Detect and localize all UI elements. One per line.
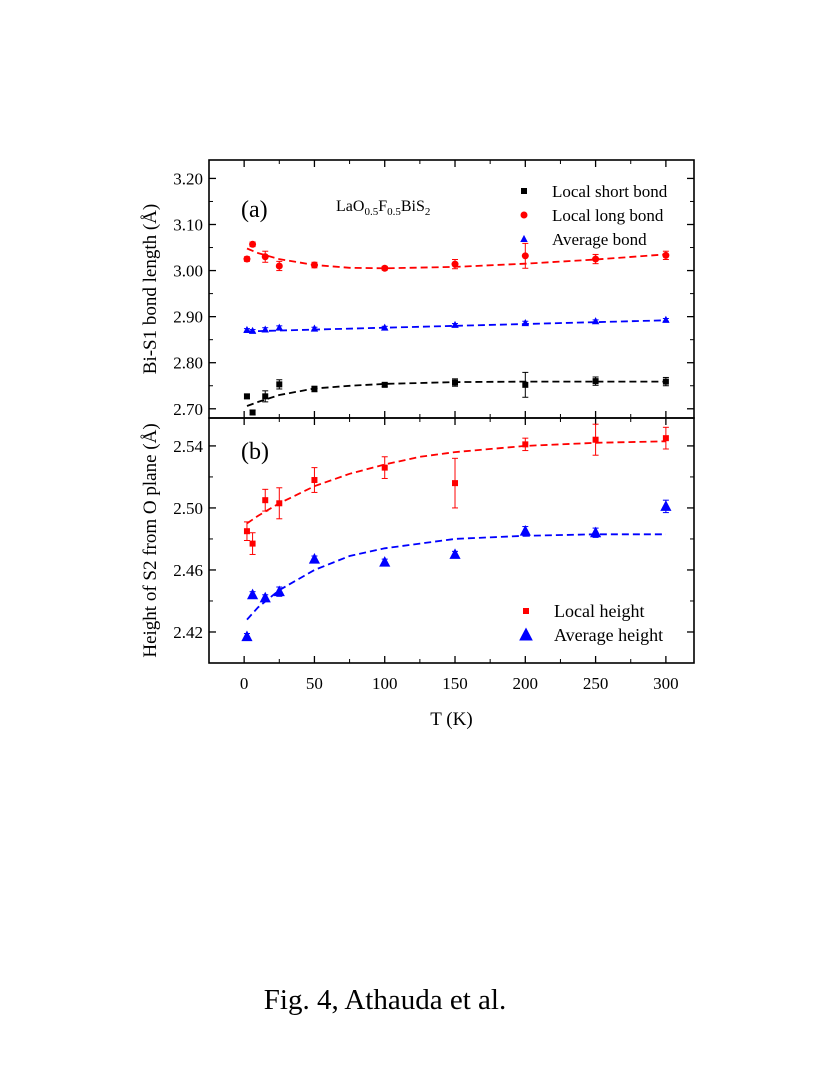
legend-marker xyxy=(519,627,533,641)
y-axis-label: Bi-S1 bond length (Å) xyxy=(140,204,161,374)
fit-curve xyxy=(246,247,666,270)
data-point xyxy=(275,262,283,270)
data-point xyxy=(248,326,257,334)
data-point xyxy=(246,588,259,600)
y-tick-label: 3.00 xyxy=(173,262,203,281)
data-point xyxy=(662,378,669,385)
data-point xyxy=(308,552,321,564)
legend-label: Average height xyxy=(554,625,663,645)
series-average-height xyxy=(241,499,672,642)
data-point xyxy=(522,381,529,388)
data-point xyxy=(275,323,284,331)
x-axis-label: T (K) xyxy=(430,709,472,730)
panel-label: (b) xyxy=(241,439,269,465)
data-point xyxy=(451,260,459,268)
data-point xyxy=(276,500,283,507)
data-point xyxy=(522,441,529,448)
data-point xyxy=(662,251,670,259)
data-point xyxy=(379,556,391,567)
legend: Local height Average height xyxy=(519,601,663,645)
data-point xyxy=(249,409,256,416)
data-point xyxy=(381,381,388,388)
y-tick-label: 3.20 xyxy=(173,169,203,188)
panel-b: 2.42 2.46 2.50 2.54 0 50 100 150 200 250 300 T (K) H… xyxy=(140,417,695,730)
data-point xyxy=(519,525,531,536)
data-point xyxy=(273,585,285,597)
data-point xyxy=(262,393,269,400)
series-local-long-bond xyxy=(243,240,670,272)
data-point xyxy=(311,477,318,484)
data-point xyxy=(311,385,318,392)
x-tick-label: 50 xyxy=(306,674,323,693)
data-point xyxy=(451,320,459,328)
y-tick-label: 2.42 xyxy=(173,623,203,642)
x-tick-label: 300 xyxy=(653,674,679,693)
data-point xyxy=(521,319,530,327)
data-point xyxy=(660,500,672,511)
data-point xyxy=(449,548,461,559)
panel-a: 2.70 2.80 2.90 3.00 3.10 3.20 Bi-S1 bond lengt… xyxy=(140,159,695,419)
data-point xyxy=(521,252,529,260)
data-point xyxy=(592,255,600,263)
data-point xyxy=(662,315,670,323)
data-point xyxy=(591,317,600,325)
data-point xyxy=(241,630,253,642)
data-point xyxy=(381,464,388,471)
y-tick-label: 2.46 xyxy=(173,561,203,580)
data-point xyxy=(243,255,251,263)
data-point xyxy=(243,528,250,535)
x-tick-label: 150 xyxy=(442,674,468,693)
fit-curve xyxy=(246,380,666,407)
x-tick-label: 200 xyxy=(513,674,539,693)
legend-marker xyxy=(523,608,529,614)
data-point xyxy=(259,591,271,603)
data-point xyxy=(590,526,602,538)
data-point xyxy=(662,435,669,442)
y-tick-label: 2.80 xyxy=(173,354,203,373)
data-point xyxy=(381,323,389,331)
legend-label: Local height xyxy=(554,601,644,621)
data-point xyxy=(249,240,257,248)
series-local-short-bond xyxy=(243,371,669,416)
y-tick-label: 2.50 xyxy=(173,499,203,518)
figure-caption: Fig. 4, Athauda et al. xyxy=(263,984,507,1016)
y-tick-label: 2.90 xyxy=(173,308,203,327)
data-point xyxy=(261,253,269,261)
fit-curve xyxy=(246,533,666,621)
legend-marker xyxy=(520,234,528,242)
data-point xyxy=(310,261,318,269)
data-point xyxy=(262,497,269,504)
data-point xyxy=(381,264,389,272)
data-point xyxy=(243,393,250,400)
data-point xyxy=(276,381,283,388)
data-point xyxy=(249,540,256,547)
x-tick-label: 100 xyxy=(372,674,398,693)
data-point xyxy=(261,325,269,333)
legend: Local short bond Local long bond Average b… xyxy=(520,182,668,249)
data-point xyxy=(452,480,459,487)
legend-marker xyxy=(520,211,528,219)
plot-frame xyxy=(208,417,695,664)
legend-marker xyxy=(521,188,527,194)
y-tick-label: 2.54 xyxy=(173,437,203,456)
data-point xyxy=(310,324,319,332)
x-tick-label: 250 xyxy=(583,674,609,693)
series-average-bond xyxy=(243,315,670,334)
legend-label: Local long bond xyxy=(552,206,664,225)
y-tick-label: 2.70 xyxy=(173,400,203,419)
y-axis-label: Height of S2 from O plane (Å) xyxy=(140,423,161,657)
legend-label: Average bond xyxy=(552,230,647,249)
x-tick-label: 0 xyxy=(240,674,249,693)
y-tick-label: 3.10 xyxy=(173,216,203,235)
data-point xyxy=(592,436,599,443)
compound-label: LaO0.5F0.5BiS2 xyxy=(336,198,430,218)
data-point xyxy=(592,378,599,385)
series-local-height xyxy=(243,423,669,555)
data-point xyxy=(452,379,459,386)
data-point xyxy=(243,325,251,333)
legend-label: Local short bond xyxy=(552,182,668,201)
panel-label: (a) xyxy=(241,197,268,223)
